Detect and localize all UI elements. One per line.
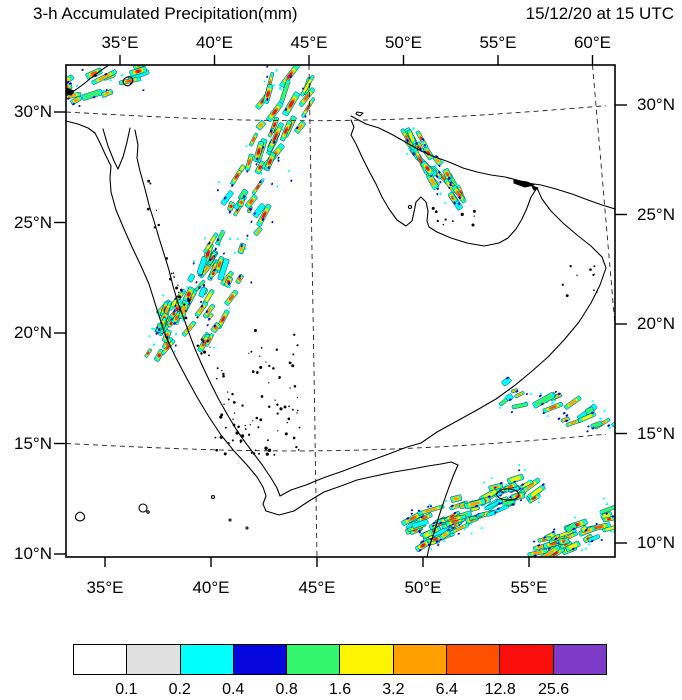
left-axis-label-15°N: 15°N xyxy=(14,433,52,453)
parallel-30N xyxy=(66,105,607,122)
right-axis-label-15°N: 15°N xyxy=(637,423,675,443)
colorbar-tick-label-0.1: 0.1 xyxy=(115,681,138,698)
red-sea-islet-2 xyxy=(210,494,216,500)
precipitation-layer xyxy=(66,65,615,557)
red-sea-islet-1 xyxy=(146,510,150,514)
colorbar-cell-2 xyxy=(179,645,233,674)
right-axis-label-20°N: 20°N xyxy=(637,314,675,333)
bottom-axis-label-45°E: 45°E xyxy=(298,578,336,597)
colorbar-tick-label-6.4: 6.4 xyxy=(435,681,458,698)
qeshm-island xyxy=(513,179,535,188)
colorbar-cell-0 xyxy=(74,645,127,674)
meridian-60E xyxy=(592,65,615,331)
kuwait-islet xyxy=(355,111,364,117)
top-axis-label-55°E: 55°E xyxy=(479,33,517,52)
bottom-axis-label-40°E: 40°E xyxy=(192,578,230,597)
top-axis-label-35°E: 35°E xyxy=(101,33,139,52)
left-axis-label-10°N: 10°N xyxy=(14,544,52,563)
right-axis-label-25°N: 25°N xyxy=(637,204,675,224)
left-axis-label-25°N: 25°N xyxy=(14,212,52,232)
map-frame xyxy=(65,64,616,558)
colorbar-cell-9 xyxy=(552,645,606,674)
sinai-peninsula xyxy=(102,127,131,170)
precip-region-saudi-main-band xyxy=(164,65,316,353)
cyprus-island xyxy=(122,76,134,87)
colorbar-tick-label-0.4: 0.4 xyxy=(222,681,245,698)
african-islet xyxy=(74,511,86,522)
africa-red-sea-somalia-coast xyxy=(66,120,459,557)
gulf-aden-islet-1 xyxy=(228,518,232,522)
graticule xyxy=(66,65,615,557)
iran-coast xyxy=(350,115,615,210)
bahrain-island xyxy=(407,204,413,210)
plot-title: 3-h Accumulated Precipitation(mm) xyxy=(33,4,298,23)
bottom-axis-label-35°E: 35°E xyxy=(86,578,124,597)
bottom-axis-label-55°E: 55°E xyxy=(510,578,548,597)
precip-region-somali-sea-cluster xyxy=(527,497,615,557)
colorbar-tick-label-0.8: 0.8 xyxy=(275,681,298,698)
colorbar-cell-7 xyxy=(446,645,500,674)
colorbar-tick-label-3.2: 3.2 xyxy=(382,681,405,698)
colorbar-tick-label-1.6: 1.6 xyxy=(328,681,352,698)
colorbar-cell-8 xyxy=(499,645,553,674)
arabian-peninsula-coast xyxy=(134,119,607,497)
left-axis-label-20°N: 20°N xyxy=(14,323,52,342)
top-axis-label-40°E: 40°E xyxy=(195,33,234,52)
levant-coast-detail xyxy=(66,87,75,96)
top-axis-label-60°E: 60°E xyxy=(573,33,612,52)
colorbar-tick-label-0.2: 0.2 xyxy=(168,681,191,698)
colorbar xyxy=(73,644,607,675)
coastline-layer xyxy=(66,65,615,557)
precip-region-levant-corner-band xyxy=(66,65,150,107)
plot-timestamp: 15/12/20 at 15 UTC xyxy=(525,4,674,23)
right-axis-label-30°N: 30°N xyxy=(637,95,675,114)
colorbar-cell-4 xyxy=(286,645,340,674)
meridian-45E xyxy=(308,65,318,557)
colorbar-tick-label-25.6: 25.6 xyxy=(538,681,570,698)
precip-region-arabian-sea-band xyxy=(498,376,615,442)
right-axis-label-10°N: 10°N xyxy=(637,533,675,552)
colorbar-cell-1 xyxy=(126,645,180,674)
top-axis-label-45°E: 45°E xyxy=(290,33,328,52)
left-axis-label-30°N: 30°N xyxy=(14,102,52,121)
precip-region-gulf-of-aden-cluster xyxy=(401,464,546,552)
terrain-stipple-layer xyxy=(146,179,598,456)
colorbar-cell-5 xyxy=(339,645,393,674)
precip-region-persian-gulf-band xyxy=(400,127,467,211)
dahlak-island xyxy=(138,503,148,513)
colorbar-cell-6 xyxy=(392,645,447,674)
bottom-axis-label-50°E: 50°E xyxy=(404,578,442,597)
colorbar-tick-label-12.8: 12.8 xyxy=(484,681,516,698)
axis-ticks xyxy=(54,55,627,567)
precip-region-red-sea-coast-band xyxy=(144,286,195,362)
top-axis-label-50°E: 50°E xyxy=(384,33,423,52)
hormuz-islet xyxy=(531,185,539,191)
socotra-island xyxy=(495,488,520,501)
parallel-15N xyxy=(66,433,607,452)
colorbar-cell-3 xyxy=(232,645,287,674)
gulf-aden-islet-2 xyxy=(245,526,249,530)
